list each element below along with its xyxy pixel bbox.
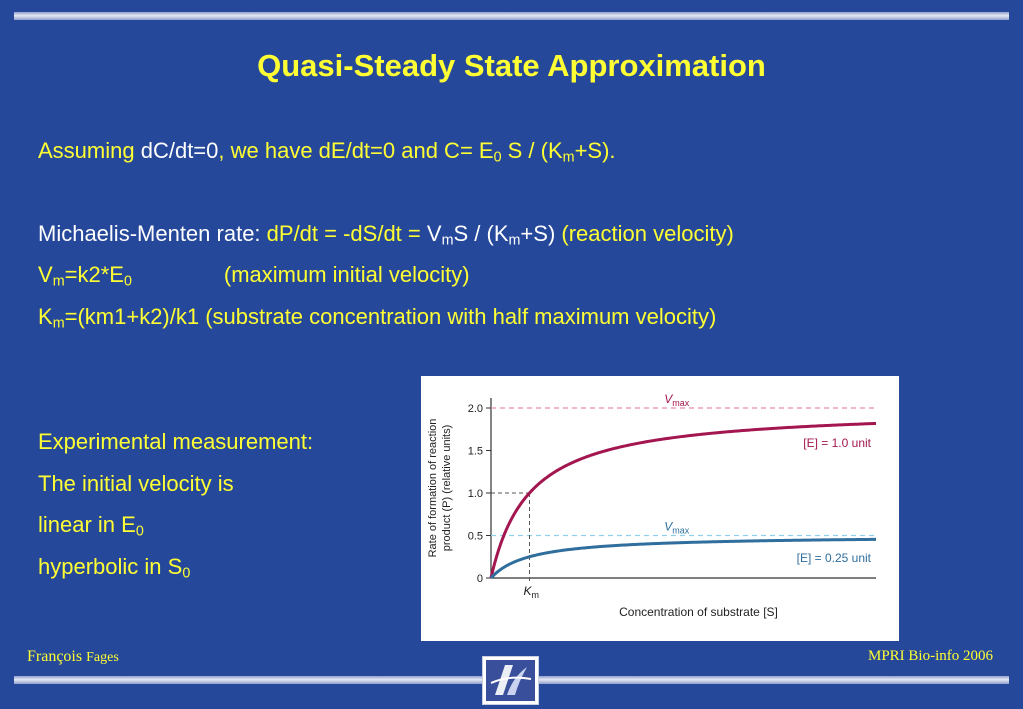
series-curve-1 bbox=[489, 421, 877, 579]
series-label-1: [E] = 1.0 unit bbox=[803, 436, 871, 450]
y-tick-label: 2.0 bbox=[468, 403, 483, 415]
experimental-line-3: hyperbolic in S0 bbox=[38, 554, 191, 582]
michaelis-menten-chart: Rate of formation of reaction product (P… bbox=[421, 376, 899, 641]
x-axis-label: Concentration of substrate [S] bbox=[619, 605, 778, 619]
assumption-line: Assuming dC/dt=0, we have dE/dt=0 and C=… bbox=[38, 138, 616, 166]
vmax-line: Vm=k2*E0 (maximum initial velocity) bbox=[38, 262, 470, 290]
experimental-line-1: The initial velocity is bbox=[38, 471, 234, 496]
vmax-label: Vmax bbox=[664, 520, 690, 536]
y-axis-label-line-2: product (P) (relative units) bbox=[441, 425, 453, 552]
institution-logo bbox=[482, 656, 539, 705]
y-tick-label: 0 bbox=[477, 573, 483, 585]
logo-mark-icon bbox=[486, 660, 535, 701]
slide-title: Quasi-Steady State Approximation bbox=[257, 48, 766, 83]
series-label-2: [E] = 0.25 unit bbox=[797, 551, 872, 565]
chart-svg: Rate of formation of reaction product (P… bbox=[427, 392, 877, 619]
km-label: Km bbox=[524, 584, 540, 600]
footer-course: MPRI Bio-info 2006 bbox=[867, 648, 993, 664]
experimental-heading: Experimental measurement: bbox=[38, 429, 314, 454]
michaelis-menten-line: Michaelis-Menten rate: dP/dt = -dS/dt = … bbox=[38, 221, 734, 249]
km-line: Km=(km1+k2)/k1 (substrate concentration … bbox=[38, 304, 717, 332]
y-tick-label: 1.0 bbox=[468, 488, 483, 500]
y-tick-label: 0.5 bbox=[468, 531, 483, 543]
y-axis-label-line-1: Rate of formation of reaction bbox=[427, 419, 439, 558]
experimental-line-2: linear in E0 bbox=[38, 512, 144, 540]
footer-author: François Fages bbox=[27, 648, 119, 665]
series-curve-2 bbox=[489, 537, 877, 580]
top-rule bbox=[14, 12, 1009, 20]
vmax-label: Vmax bbox=[664, 392, 690, 408]
y-tick-label: 1.5 bbox=[468, 446, 483, 458]
